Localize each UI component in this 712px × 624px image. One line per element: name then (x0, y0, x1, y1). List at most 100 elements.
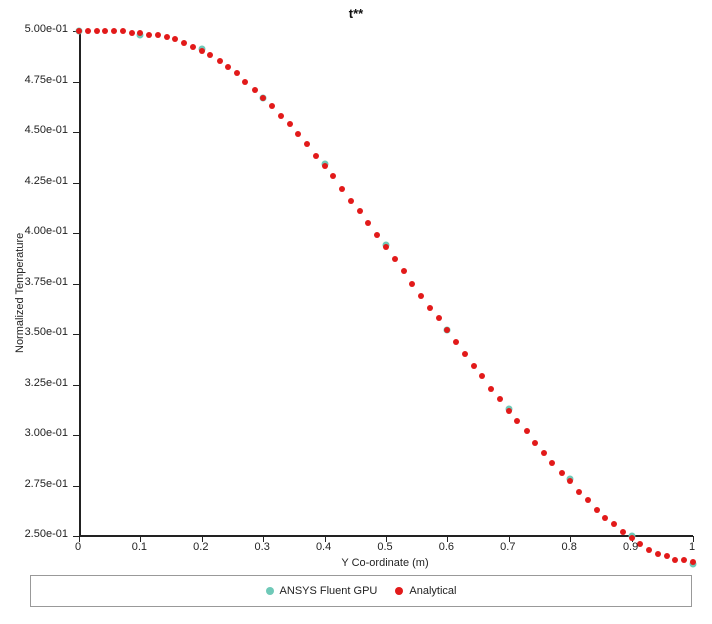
analytical-point (594, 507, 600, 513)
y-tick-mark (73, 82, 79, 83)
y-tick-mark (73, 284, 79, 285)
chart-container: t** Normalized Temperature Y Co-ordinate… (0, 0, 712, 624)
analytical-point (576, 489, 582, 495)
legend-item: ANSYS Fluent GPU (266, 585, 378, 597)
analytical-point (664, 553, 670, 559)
analytical-point (374, 232, 380, 238)
analytical-point (111, 28, 117, 34)
x-tick-label: 0.5 (365, 541, 405, 553)
analytical-point (357, 208, 363, 214)
analytical-point (242, 79, 248, 85)
analytical-point (506, 408, 512, 414)
y-axis-line (79, 31, 81, 536)
x-tick-label: 0.2 (181, 541, 221, 553)
analytical-point (172, 36, 178, 42)
y-tick-label: 3.50e-01 (0, 326, 68, 338)
analytical-point (260, 95, 266, 101)
x-tick-label: 0.9 (611, 541, 651, 553)
legend: ANSYS Fluent GPU Analytical (30, 575, 692, 607)
analytical-point (383, 244, 389, 250)
y-tick-mark (73, 132, 79, 133)
legend-swatch-icon (395, 587, 403, 595)
analytical-point (392, 256, 398, 262)
analytical-point (102, 28, 108, 34)
analytical-point (427, 305, 433, 311)
analytical-point (199, 48, 205, 54)
analytical-point (164, 34, 170, 40)
analytical-point (541, 450, 547, 456)
analytical-point (287, 121, 293, 127)
analytical-point (655, 551, 661, 557)
y-tick-label: 4.50e-01 (0, 124, 68, 136)
x-tick-label: 1 (672, 541, 712, 553)
analytical-point (611, 521, 617, 527)
analytical-point (549, 460, 555, 466)
y-tick-label: 4.75e-01 (0, 74, 68, 86)
analytical-point (190, 44, 196, 50)
plot-area (78, 30, 694, 537)
analytical-point (322, 163, 328, 169)
analytical-point (76, 28, 82, 34)
legend-item: Analytical (395, 585, 456, 597)
analytical-point (479, 373, 485, 379)
y-tick-mark (73, 486, 79, 487)
analytical-point (120, 28, 126, 34)
analytical-point (453, 339, 459, 345)
y-tick-mark (73, 233, 79, 234)
y-tick-mark (73, 183, 79, 184)
x-tick-label: 0.1 (119, 541, 159, 553)
y-tick-label: 5.00e-01 (0, 23, 68, 35)
analytical-point (269, 103, 275, 109)
legend-label: Analytical (409, 585, 456, 597)
analytical-point (444, 327, 450, 333)
analytical-point (278, 113, 284, 119)
analytical-point (559, 470, 565, 476)
analytical-point (514, 418, 520, 424)
analytical-point (146, 32, 152, 38)
x-tick-label: 0.3 (242, 541, 282, 553)
analytical-point (471, 363, 477, 369)
analytical-point (497, 396, 503, 402)
analytical-point (690, 559, 696, 565)
x-tick-label: 0.8 (549, 541, 589, 553)
analytical-point (330, 173, 336, 179)
analytical-point (339, 186, 345, 192)
analytical-point (488, 386, 494, 392)
y-tick-label: 4.25e-01 (0, 175, 68, 187)
y-tick-label: 3.00e-01 (0, 427, 68, 439)
y-tick-label: 4.00e-01 (0, 225, 68, 237)
analytical-point (602, 515, 608, 521)
analytical-point (85, 28, 91, 34)
x-tick-label: 0.4 (304, 541, 344, 553)
analytical-point (234, 70, 240, 76)
analytical-point (129, 30, 135, 36)
analytical-point (94, 28, 100, 34)
analytical-point (217, 58, 223, 64)
analytical-point (681, 557, 687, 563)
analytical-point (225, 64, 231, 70)
y-tick-mark (73, 385, 79, 386)
analytical-point (207, 52, 213, 58)
x-axis-label: Y Co-ordinate (m) (78, 557, 692, 569)
analytical-point (462, 351, 468, 357)
analytical-point (252, 87, 258, 93)
y-tick-label: 2.75e-01 (0, 478, 68, 490)
y-tick-mark (73, 334, 79, 335)
analytical-point (401, 268, 407, 274)
analytical-point (365, 220, 371, 226)
analytical-point (532, 440, 538, 446)
x-tick-label: 0.7 (488, 541, 528, 553)
analytical-point (567, 478, 573, 484)
analytical-point (620, 529, 626, 535)
analytical-point (524, 428, 530, 434)
y-tick-mark (73, 435, 79, 436)
analytical-point (409, 281, 415, 287)
analytical-point (418, 293, 424, 299)
analytical-point (585, 497, 591, 503)
y-tick-label: 2.50e-01 (0, 528, 68, 540)
y-tick-label: 3.75e-01 (0, 276, 68, 288)
analytical-point (672, 557, 678, 563)
y-tick-label: 3.25e-01 (0, 377, 68, 389)
chart-title: t** (0, 6, 712, 21)
analytical-point (304, 141, 310, 147)
